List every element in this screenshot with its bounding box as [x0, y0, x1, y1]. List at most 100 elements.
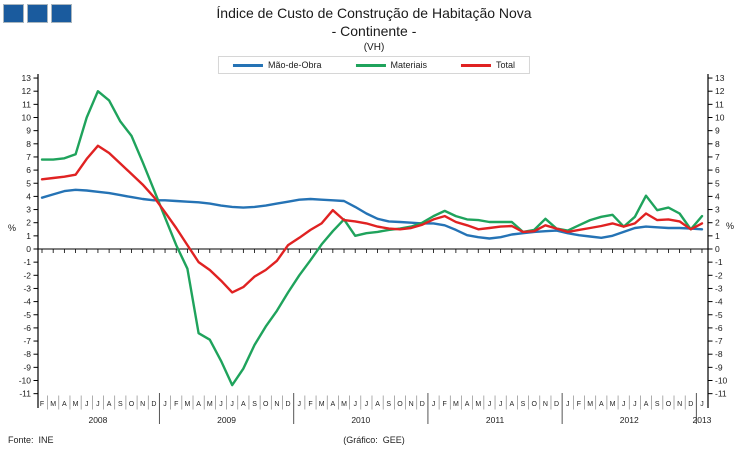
legend-swatch	[355, 63, 386, 67]
svg-text:-2: -2	[715, 270, 723, 280]
svg-text:J: J	[85, 401, 89, 408]
svg-text:S: S	[118, 401, 123, 408]
svg-text:13: 13	[715, 73, 725, 83]
svg-text:A: A	[644, 401, 649, 408]
svg-text:-9: -9	[23, 362, 31, 372]
svg-text:12: 12	[22, 86, 32, 96]
svg-text:10: 10	[22, 113, 32, 123]
legend-swatch	[461, 63, 492, 67]
svg-text:-9: -9	[715, 362, 723, 372]
svg-text:J: J	[298, 401, 302, 408]
svg-text:S: S	[386, 401, 391, 408]
x-axis-year-labels: 2008 2009 2010 2011 2012 2013	[88, 415, 711, 425]
legend-item-total: Total	[461, 60, 515, 70]
svg-text:M: M	[453, 401, 459, 408]
svg-text:M: M	[184, 401, 190, 408]
svg-text:A: A	[331, 401, 336, 408]
svg-text:9: 9	[715, 126, 720, 136]
svg-text:-11: -11	[19, 389, 31, 399]
svg-text:-3: -3	[715, 283, 723, 293]
svg-text:-8: -8	[23, 349, 31, 359]
svg-text:-1: -1	[715, 257, 723, 267]
svg-text:-4: -4	[715, 297, 723, 307]
svg-text:11: 11	[22, 99, 31, 109]
svg-text:A: A	[241, 401, 246, 408]
svg-text:N: N	[140, 401, 145, 408]
svg-text:A: A	[107, 401, 112, 408]
svg-text:M: M	[207, 401, 213, 408]
svg-text:10: 10	[715, 113, 725, 123]
svg-text:-5: -5	[23, 310, 31, 320]
chart-legend: Mão-de-Obra Materiais Total	[217, 56, 531, 74]
svg-text:M: M	[587, 401, 593, 408]
svg-text:2013: 2013	[693, 415, 712, 425]
unit-label-left: %	[8, 223, 16, 233]
legend-item-materiais: Materiais	[355, 60, 427, 70]
svg-text:-10: -10	[715, 376, 728, 386]
credit-note: (Gráfico: GEE)	[343, 435, 405, 445]
svg-text:S: S	[521, 401, 526, 408]
svg-text:O: O	[129, 401, 135, 408]
svg-text:-6: -6	[23, 323, 31, 333]
svg-text:-2: -2	[23, 270, 31, 280]
svg-text:O: O	[666, 401, 672, 408]
svg-text:D: D	[420, 401, 425, 408]
svg-text:5: 5	[26, 178, 31, 188]
svg-text:D: D	[688, 401, 693, 408]
svg-text:S: S	[252, 401, 257, 408]
svg-text:J: J	[432, 401, 436, 408]
svg-text:A: A	[196, 401, 201, 408]
svg-text:S: S	[655, 401, 660, 408]
svg-text:-7: -7	[715, 336, 723, 346]
svg-text:-3: -3	[23, 283, 31, 293]
svg-text:2011: 2011	[486, 415, 505, 425]
svg-text:J: J	[700, 401, 704, 408]
svg-text:J: J	[219, 401, 223, 408]
svg-text:F: F	[443, 401, 447, 408]
svg-text:O: O	[263, 401, 269, 408]
chart-title: Índice de Custo de Construção de Habitaç…	[216, 5, 532, 21]
svg-text:O: O	[397, 401, 403, 408]
svg-text:5: 5	[715, 178, 720, 188]
svg-text:M: M	[319, 401, 325, 408]
svg-text:-8: -8	[715, 349, 723, 359]
logo-square-icon	[51, 4, 72, 23]
svg-text:0: 0	[715, 244, 720, 254]
legend-swatch	[232, 63, 263, 67]
svg-text:-5: -5	[715, 310, 723, 320]
svg-text:-7: -7	[23, 336, 31, 346]
svg-text:0: 0	[26, 244, 31, 254]
svg-text:3: 3	[715, 205, 720, 215]
y-axis-left: -11-10-9-8-7-6-5-4-3-2-10123456789101112…	[19, 73, 39, 408]
svg-text:J: J	[365, 401, 369, 408]
svg-text:F: F	[174, 401, 178, 408]
svg-text:F: F	[308, 401, 312, 408]
svg-text:J: J	[622, 401, 626, 408]
unit-label-right: %	[726, 221, 734, 231]
chart-unit-note: (VH)	[363, 42, 385, 53]
svg-text:M: M	[475, 401, 481, 408]
svg-text:M: M	[341, 401, 347, 408]
svg-text:4: 4	[715, 191, 720, 201]
svg-text:A: A	[62, 401, 67, 408]
svg-text:J: J	[499, 401, 503, 408]
svg-text:D: D	[151, 401, 156, 408]
institution-logo	[3, 4, 72, 23]
svg-text:J: J	[353, 401, 357, 408]
svg-text:M: M	[50, 401, 56, 408]
svg-text:J: J	[230, 401, 234, 408]
legend-label: Total	[496, 60, 516, 70]
svg-text:A: A	[465, 401, 470, 408]
logo-square-icon	[27, 4, 48, 23]
svg-text:12: 12	[715, 86, 725, 96]
svg-text:J: J	[566, 401, 570, 408]
svg-text:8: 8	[715, 139, 720, 149]
series-line-materiais	[40, 89, 704, 387]
svg-text:1: 1	[715, 231, 720, 241]
svg-text:N: N	[274, 401, 279, 408]
svg-text:N: N	[543, 401, 548, 408]
svg-text:O: O	[531, 401, 537, 408]
svg-text:A: A	[599, 401, 604, 408]
